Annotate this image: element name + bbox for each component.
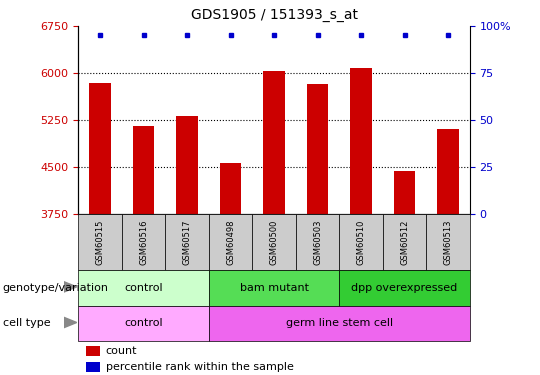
Bar xyxy=(350,68,372,214)
Text: GSM60512: GSM60512 xyxy=(400,219,409,265)
Bar xyxy=(252,214,296,270)
Bar xyxy=(437,129,459,214)
Text: GSM60510: GSM60510 xyxy=(356,219,366,265)
Text: bam mutant: bam mutant xyxy=(240,283,308,293)
Bar xyxy=(165,214,209,270)
Text: germ line stem cell: germ line stem cell xyxy=(286,318,393,328)
Text: GSM60515: GSM60515 xyxy=(96,219,105,265)
Bar xyxy=(86,346,100,356)
Text: count: count xyxy=(106,346,137,356)
Text: control: control xyxy=(124,318,163,328)
Bar xyxy=(89,82,111,214)
Polygon shape xyxy=(64,282,77,292)
Text: GSM60517: GSM60517 xyxy=(183,219,192,265)
Bar xyxy=(339,214,383,270)
Bar xyxy=(394,171,415,214)
Bar xyxy=(209,270,339,306)
Bar xyxy=(78,306,209,341)
Bar xyxy=(78,214,122,270)
Text: dpp overexpressed: dpp overexpressed xyxy=(352,283,458,293)
Text: percentile rank within the sample: percentile rank within the sample xyxy=(106,362,294,372)
Text: cell type: cell type xyxy=(3,318,50,328)
Polygon shape xyxy=(64,317,77,328)
Bar xyxy=(339,270,470,306)
Bar xyxy=(209,306,470,341)
Bar xyxy=(209,214,252,270)
Text: GSM60503: GSM60503 xyxy=(313,219,322,265)
Bar xyxy=(122,214,165,270)
Text: GSM60500: GSM60500 xyxy=(269,219,279,265)
Title: GDS1905 / 151393_s_at: GDS1905 / 151393_s_at xyxy=(191,9,357,22)
Bar xyxy=(426,214,470,270)
Bar xyxy=(133,126,154,214)
Bar xyxy=(176,116,198,214)
Text: GSM60516: GSM60516 xyxy=(139,219,148,265)
Bar xyxy=(383,214,426,270)
Bar xyxy=(78,270,209,306)
Bar xyxy=(307,84,328,214)
Bar xyxy=(220,162,241,214)
Text: GSM60498: GSM60498 xyxy=(226,219,235,265)
Text: GSM60513: GSM60513 xyxy=(443,219,453,265)
Bar xyxy=(86,362,100,372)
Bar xyxy=(263,70,285,214)
Text: control: control xyxy=(124,283,163,293)
Text: genotype/variation: genotype/variation xyxy=(3,283,109,292)
Bar xyxy=(296,214,339,270)
